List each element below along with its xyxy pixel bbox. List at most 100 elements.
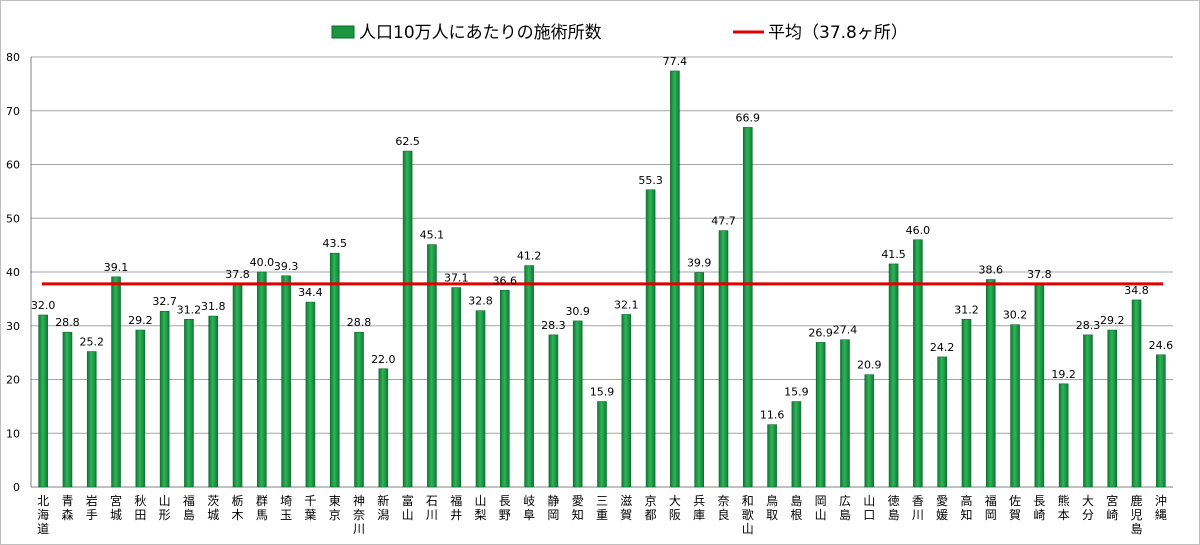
category-label-char: 京 bbox=[329, 508, 341, 522]
category-label: 大阪 bbox=[669, 494, 681, 522]
bar bbox=[1010, 324, 1020, 488]
category-label-char: 庫 bbox=[693, 508, 705, 522]
category-label-char: 根 bbox=[790, 508, 802, 522]
bar bbox=[1034, 283, 1045, 488]
category-label: 山梨 bbox=[475, 494, 487, 522]
bar bbox=[232, 283, 243, 488]
category-label-char: 島 bbox=[790, 493, 802, 508]
bar bbox=[1107, 329, 1118, 488]
y-axis: 0 10 20 30 40 50 60 70 80 bbox=[6, 51, 32, 494]
category-label: 東京 bbox=[329, 494, 341, 522]
data-labels: 32.028.825.239.129.232.731.2 31.837.840.0… bbox=[31, 55, 1173, 422]
category-label-char: 静 bbox=[547, 494, 559, 508]
category-label-char: 岩 bbox=[86, 493, 98, 508]
category-label-char: 歌 bbox=[742, 507, 754, 522]
category-label-char: 川 bbox=[353, 522, 365, 536]
y-tick-label: 40 bbox=[6, 266, 20, 279]
bar bbox=[597, 401, 607, 488]
bar bbox=[329, 252, 340, 488]
category-label: 京都 bbox=[645, 494, 657, 522]
data-label: 31.8 bbox=[201, 300, 226, 313]
bars bbox=[38, 70, 1166, 488]
bar bbox=[645, 189, 656, 488]
y-tick-label: 70 bbox=[6, 105, 20, 118]
category-label-char: 高 bbox=[960, 493, 972, 508]
category-label: 山口 bbox=[863, 494, 875, 522]
bar bbox=[718, 230, 729, 488]
bar bbox=[694, 272, 704, 488]
category-label-char: 沖 bbox=[1155, 494, 1167, 508]
bar bbox=[281, 275, 291, 488]
bar bbox=[985, 279, 996, 488]
bar bbox=[86, 351, 97, 488]
category-label-char: 海 bbox=[37, 507, 49, 522]
bar bbox=[135, 329, 146, 488]
y-tick-label: 60 bbox=[6, 159, 20, 172]
legend: 人口10万人にあたりの施術所数 平均（37.8ヶ所） bbox=[331, 23, 908, 43]
bar bbox=[1156, 354, 1166, 488]
bar bbox=[864, 374, 875, 488]
category-label-char: 都 bbox=[645, 508, 657, 522]
data-label: 66.9 bbox=[736, 111, 761, 124]
category-label-char: 岡 bbox=[815, 494, 827, 508]
category-label-char: 取 bbox=[766, 508, 778, 522]
category-label: 長野 bbox=[499, 494, 511, 522]
category-label: 北海道 bbox=[37, 494, 49, 536]
category-label-char: 山 bbox=[159, 494, 171, 508]
data-label: 30.9 bbox=[565, 305, 590, 318]
category-label: 富山 bbox=[402, 493, 414, 522]
category-label-char: 道 bbox=[37, 522, 49, 536]
category-label: 広島 bbox=[839, 494, 851, 522]
category-label: 沖縄 bbox=[1155, 494, 1167, 522]
data-label: 34.8 bbox=[1124, 284, 1149, 297]
data-label: 15.9 bbox=[590, 386, 615, 399]
category-label: 岐阜 bbox=[523, 494, 535, 522]
category-label-char: 茨 bbox=[207, 494, 219, 508]
category-label-char: 神 bbox=[353, 494, 365, 508]
category-label-char: 森 bbox=[61, 507, 73, 522]
data-label: 28.8 bbox=[55, 316, 80, 329]
category-label-char: 大 bbox=[1082, 494, 1094, 508]
category-label-char: 岐 bbox=[523, 494, 535, 508]
category-label-char: 石 bbox=[426, 494, 438, 508]
category-label-char: 愛 bbox=[936, 494, 948, 508]
bar bbox=[451, 287, 462, 488]
category-label-char: 玉 bbox=[280, 508, 292, 522]
category-label-char: 大 bbox=[669, 494, 681, 508]
category-label-char: 賀 bbox=[1009, 508, 1021, 522]
data-label: 32.8 bbox=[468, 295, 493, 308]
category-label-char: 滋 bbox=[620, 494, 632, 508]
data-label: 28.3 bbox=[1076, 319, 1101, 332]
category-label: 島根 bbox=[790, 493, 802, 522]
category-label-char: 栃 bbox=[232, 494, 244, 508]
category-label-char: 崎 bbox=[1106, 508, 1118, 522]
category-label-char: 奈 bbox=[717, 494, 729, 508]
data-label: 28.3 bbox=[541, 319, 566, 332]
category-label-char: 鳥 bbox=[766, 493, 778, 508]
bar bbox=[402, 150, 413, 488]
bar bbox=[742, 127, 753, 488]
y-tick-label: 10 bbox=[6, 427, 20, 440]
data-label: 37.8 bbox=[1027, 268, 1052, 281]
category-label-char: 東 bbox=[329, 494, 341, 508]
category-label-char: 香 bbox=[912, 494, 924, 508]
category-label: 愛媛 bbox=[936, 494, 948, 522]
category-label-char: 賀 bbox=[620, 508, 632, 522]
data-label: 32.0 bbox=[31, 299, 56, 312]
x-axis: 北海道青森岩手宮城秋田山形福島茨城栃木群馬埼玉千葉東京神奈川新潟富山石川福井山梨… bbox=[37, 493, 1167, 536]
data-label: 24.6 bbox=[1149, 339, 1174, 352]
data-label: 32.1 bbox=[614, 298, 639, 311]
category-label-char: 奈 bbox=[353, 508, 365, 522]
category-label-char: 鹿 bbox=[1131, 493, 1143, 508]
category-label-char: 山 bbox=[742, 522, 754, 536]
category-label: 和歌山 bbox=[742, 494, 754, 536]
data-label: 39.3 bbox=[274, 260, 299, 273]
data-label: 62.5 bbox=[395, 135, 420, 148]
bar bbox=[500, 289, 510, 488]
category-label: 石川 bbox=[426, 494, 438, 522]
bar bbox=[791, 401, 802, 488]
category-label-char: 阪 bbox=[669, 508, 681, 522]
category-label: 佐賀 bbox=[1009, 494, 1021, 522]
category-label: 福岡 bbox=[985, 493, 997, 522]
